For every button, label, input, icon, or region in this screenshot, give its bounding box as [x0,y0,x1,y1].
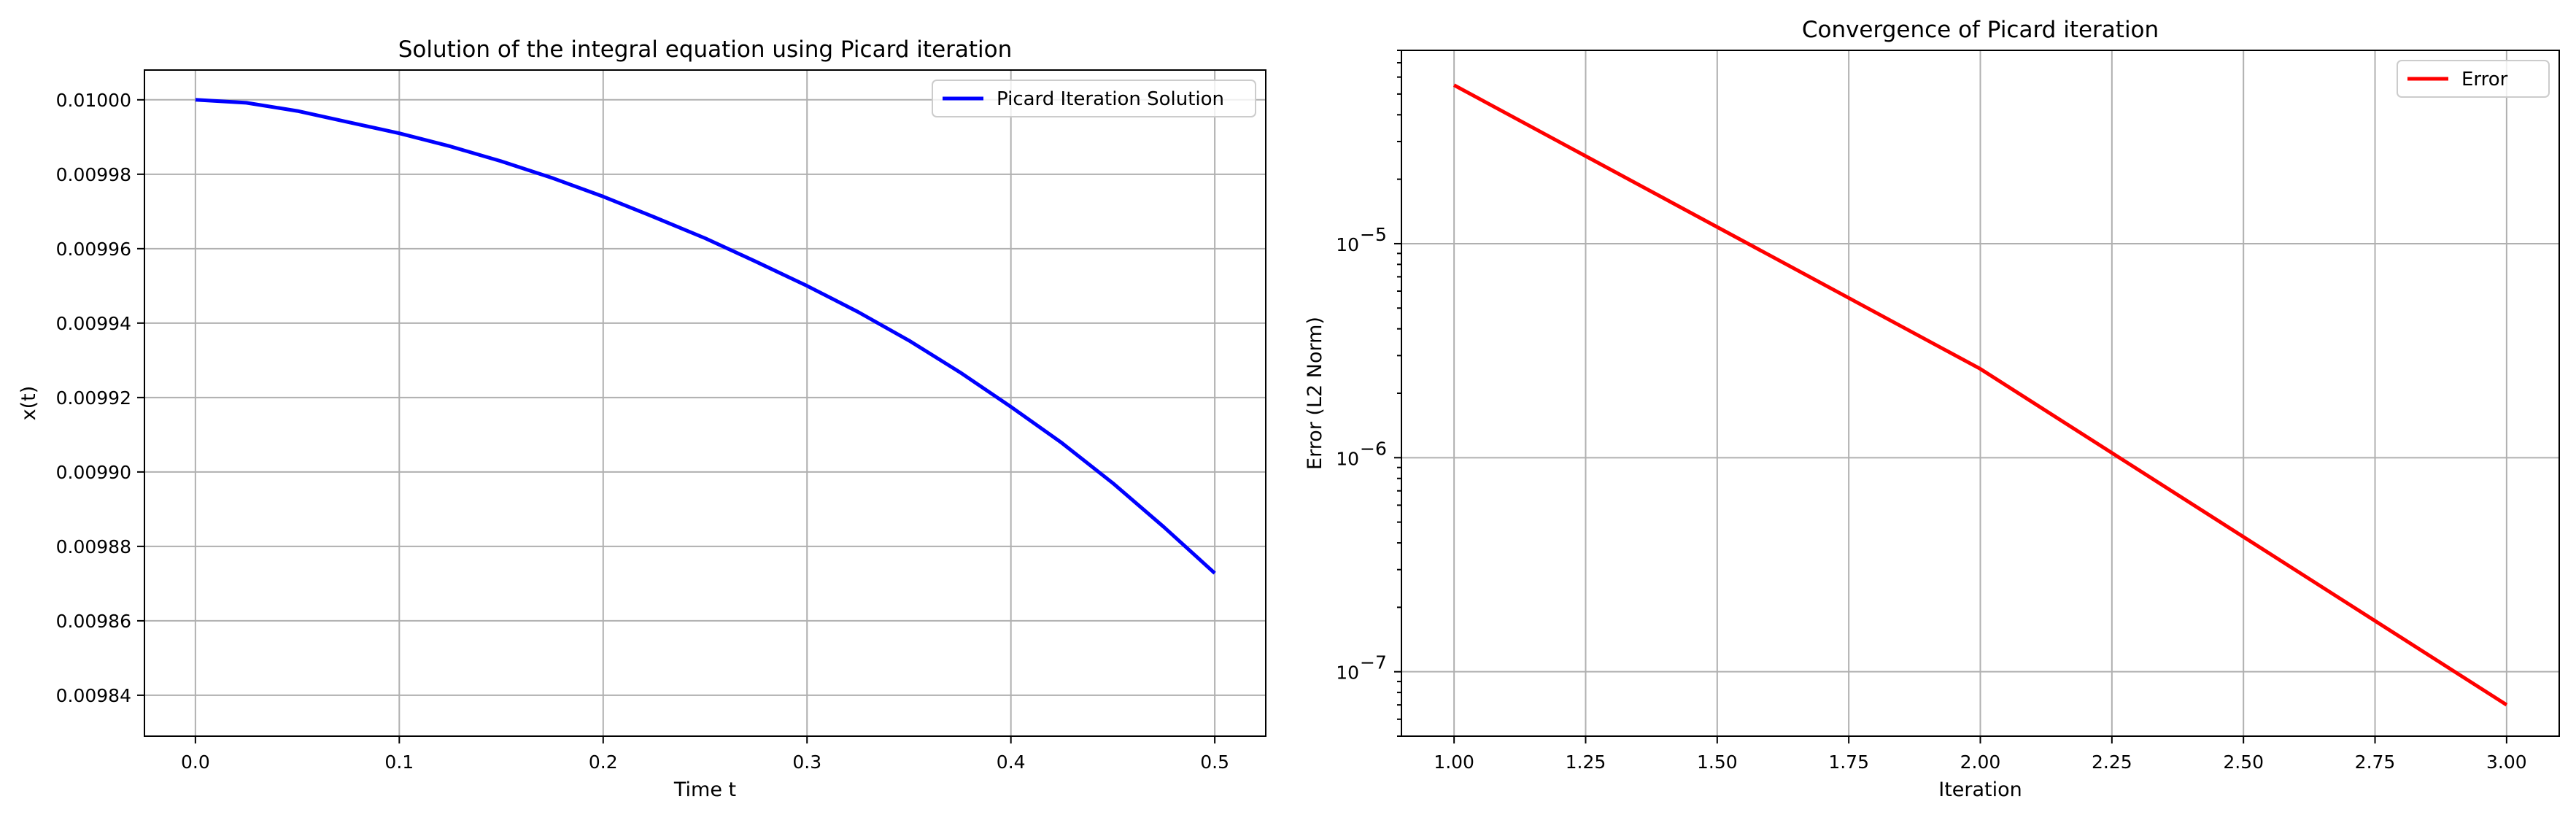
y-tick-label: 0.00998 [56,164,131,185]
x-tick-label: 2.75 [2355,751,2396,773]
legend-label: Error [2461,69,2508,90]
x-tick-label: 1.50 [1697,751,1738,773]
x-tick-label: 0.0 [181,751,210,773]
x-tick-label: 1.25 [1566,751,1606,773]
y-tick-label: 0.00986 [56,611,131,632]
y-tick-label-base: 10 [1336,448,1359,469]
y-tick-label: 0.00990 [56,462,131,483]
y-tick-label-exponent: −7 [1360,652,1387,673]
y-tick-label-exponent: −5 [1360,224,1387,245]
y-tick-label: 0.00994 [56,313,131,334]
y-tick-label: 0.01000 [56,90,131,111]
x-tick-label: 1.00 [1434,751,1474,773]
x-axis-label: Time t [673,778,736,801]
chart-title: Solution of the integral equation using … [398,36,1013,63]
y-tick-label-base: 10 [1336,662,1359,684]
chart-picard-solution: 0.0 0.1 0.2 0.3 0.4 0.5 0.00984 0.00986 0.00988 0… [18,36,1266,801]
chart-title: Convergence of Picard iteration [1802,17,2159,43]
y-tick-label: 0.00988 [56,536,131,557]
legend-box [2397,60,2550,98]
x-axis-label: Iteration [1938,778,2022,801]
x-tick-label: 2.50 [2223,751,2264,773]
x-tick-label: 0.4 [997,751,1026,773]
x-tick-label: 3.00 [2486,751,2527,773]
y-axis-label: x(t) [18,386,40,421]
legend: Error [2397,60,2550,98]
series-line-0 [1453,83,2508,707]
x-tick-label: 0.2 [589,751,618,773]
x-tick-label: 0.1 [384,751,414,773]
x-tick-label: 2.00 [1960,751,2001,773]
y-axis-label: Error (L2 Norm) [1304,317,1326,470]
y-tick-label: 0.00992 [56,387,131,409]
y-tick-label: 0.00996 [56,239,131,260]
y-tick-label: 0.00984 [56,685,131,706]
x-tick-label: 0.3 [792,751,821,773]
legend-box [932,80,1256,117]
x-tick-label: 0.5 [1200,751,1229,773]
axes-frame [144,69,1266,737]
legend-label: Picard Iteration Solution [997,88,1224,110]
y-tick-label-exponent: −6 [1360,438,1387,459]
x-tick-label: 2.25 [2092,751,2132,773]
axes-frame [1401,50,2560,737]
y-tick-label-base: 10 [1336,234,1359,255]
legend: Picard Iteration Solution [932,80,1256,117]
series-line-0 [195,98,1216,575]
x-tick-label: 1.75 [1828,751,1869,773]
